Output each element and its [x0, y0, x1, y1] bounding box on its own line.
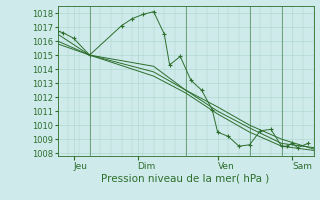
X-axis label: Pression niveau de la mer( hPa ): Pression niveau de la mer( hPa ) [101, 173, 270, 183]
